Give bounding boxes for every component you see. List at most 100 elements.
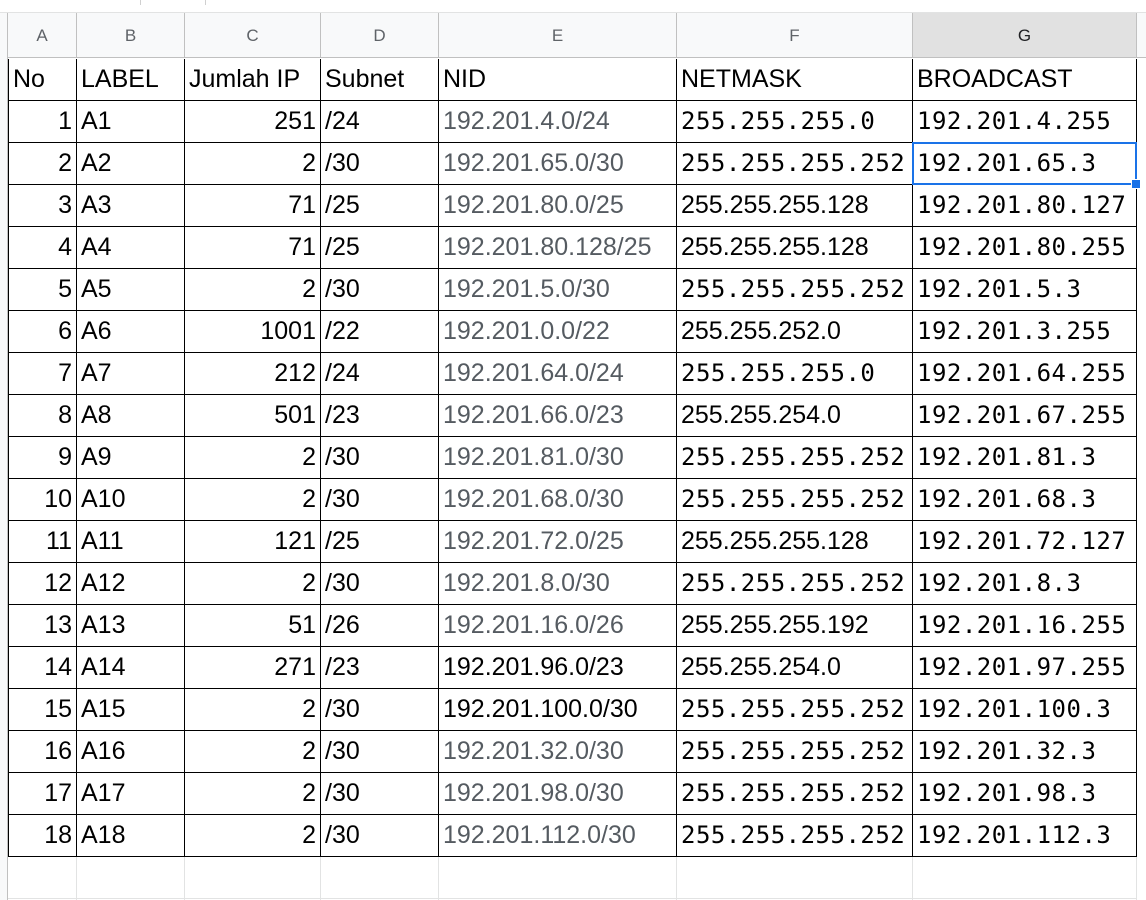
table-cell-label[interactable]: A16: [77, 731, 185, 773]
table-cell-nid[interactable]: 192.201.4.0/24: [439, 101, 677, 143]
table-cell-label[interactable]: A14: [77, 647, 185, 689]
empty-cell[interactable]: [185, 857, 321, 899]
table-cell-netmask[interactable]: 255.255.255.252: [677, 731, 913, 773]
table-cell-subnet[interactable]: /24: [321, 101, 439, 143]
table-cell-jumlah[interactable]: 121: [185, 521, 321, 563]
empty-cell[interactable]: [439, 857, 677, 899]
column-header-f[interactable]: F: [677, 13, 913, 58]
table-cell-jumlah[interactable]: 2: [185, 479, 321, 521]
table-cell-label[interactable]: A4: [77, 227, 185, 269]
table-cell-netmask[interactable]: 255.255.255.252: [677, 815, 913, 857]
table-cell-broadcast[interactable]: 192.201.64.255: [913, 353, 1137, 395]
header-cell-netmask[interactable]: NETMASK: [677, 59, 913, 101]
table-cell-nid[interactable]: 192.201.80.128/25: [439, 227, 677, 269]
column-header-e[interactable]: E: [439, 13, 677, 58]
table-cell-jumlah[interactable]: 71: [185, 185, 321, 227]
table-cell-netmask[interactable]: 255.255.255.128: [677, 521, 913, 563]
fill-handle[interactable]: [1131, 179, 1141, 189]
table-cell-no[interactable]: 5: [8, 269, 77, 311]
table-cell-label[interactable]: A13: [77, 605, 185, 647]
table-cell-jumlah[interactable]: 2: [185, 731, 321, 773]
empty-cell[interactable]: [913, 857, 1137, 899]
table-cell-label[interactable]: A11: [77, 521, 185, 563]
table-cell-jumlah[interactable]: 2: [185, 269, 321, 311]
table-cell-no[interactable]: 15: [8, 689, 77, 731]
table-cell-netmask[interactable]: 255.255.254.0: [677, 395, 913, 437]
table-cell-nid[interactable]: 192.201.100.0/30: [439, 689, 677, 731]
table-cell-jumlah[interactable]: 51: [185, 605, 321, 647]
table-cell-subnet[interactable]: /25: [321, 227, 439, 269]
table-cell-subnet[interactable]: /30: [321, 269, 439, 311]
table-cell-netmask[interactable]: 255.255.255.252: [677, 563, 913, 605]
header-cell-subnet[interactable]: Subnet: [321, 59, 439, 101]
table-cell-nid[interactable]: 192.201.112.0/30: [439, 815, 677, 857]
table-cell-netmask[interactable]: 255.255.255.128: [677, 185, 913, 227]
table-cell-broadcast[interactable]: 192.201.4.255: [913, 101, 1137, 143]
table-cell-jumlah[interactable]: 71: [185, 227, 321, 269]
table-cell-jumlah[interactable]: 2: [185, 437, 321, 479]
table-cell-nid[interactable]: 192.201.0.0/22: [439, 311, 677, 353]
table-cell-no[interactable]: 11: [8, 521, 77, 563]
table-cell-jumlah[interactable]: 2: [185, 815, 321, 857]
table-cell-nid[interactable]: 192.201.66.0/23: [439, 395, 677, 437]
table-cell-broadcast[interactable]: 192.201.98.3: [913, 773, 1137, 815]
table-cell-nid[interactable]: 192.201.32.0/30: [439, 731, 677, 773]
table-cell-label[interactable]: A15: [77, 689, 185, 731]
header-cell-broadcast[interactable]: BROADCAST: [913, 59, 1137, 101]
table-cell-label[interactable]: A7: [77, 353, 185, 395]
table-cell-broadcast[interactable]: 192.201.67.255: [913, 395, 1137, 437]
table-cell-label[interactable]: A2: [77, 143, 185, 185]
table-cell-no[interactable]: 12: [8, 563, 77, 605]
table-cell-nid[interactable]: 192.201.98.0/30: [439, 773, 677, 815]
table-cell-nid[interactable]: 192.201.68.0/30: [439, 479, 677, 521]
table-cell-broadcast[interactable]: 192.201.3.255: [913, 311, 1137, 353]
column-header-a[interactable]: A: [8, 13, 77, 58]
table-cell-jumlah[interactable]: 271: [185, 647, 321, 689]
empty-cell[interactable]: [77, 857, 185, 899]
table-cell-jumlah[interactable]: 251: [185, 101, 321, 143]
table-cell-netmask[interactable]: 255.255.255.0: [677, 101, 913, 143]
table-cell-subnet[interactable]: /30: [321, 563, 439, 605]
table-cell-broadcast[interactable]: 192.201.68.3: [913, 479, 1137, 521]
table-cell-broadcast[interactable]: 192.201.97.255: [913, 647, 1137, 689]
empty-cell[interactable]: [8, 857, 77, 899]
table-cell-label[interactable]: A17: [77, 773, 185, 815]
table-cell-broadcast[interactable]: 192.201.32.3: [913, 731, 1137, 773]
column-header-c[interactable]: C: [185, 13, 321, 58]
column-header-b[interactable]: B: [77, 13, 185, 58]
table-cell-no[interactable]: 13: [8, 605, 77, 647]
empty-cell[interactable]: [321, 857, 439, 899]
table-cell-broadcast[interactable]: 192.201.8.3: [913, 563, 1137, 605]
table-cell-nid[interactable]: 192.201.8.0/30: [439, 563, 677, 605]
table-cell-subnet[interactable]: /30: [321, 689, 439, 731]
table-cell-no[interactable]: 3: [8, 185, 77, 227]
table-cell-no[interactable]: 2: [8, 143, 77, 185]
table-cell-no[interactable]: 4: [8, 227, 77, 269]
table-cell-jumlah[interactable]: 2: [185, 143, 321, 185]
table-cell-broadcast[interactable]: 192.201.112.3: [913, 815, 1137, 857]
empty-cell[interactable]: [677, 857, 913, 899]
table-cell-netmask[interactable]: 255.255.255.252: [677, 143, 913, 185]
table-cell-jumlah[interactable]: 2: [185, 689, 321, 731]
table-cell-label[interactable]: A10: [77, 479, 185, 521]
table-cell-subnet[interactable]: /23: [321, 395, 439, 437]
table-cell-label[interactable]: A1: [77, 101, 185, 143]
table-cell-subnet[interactable]: /24: [321, 353, 439, 395]
table-cell-label[interactable]: A18: [77, 815, 185, 857]
table-cell-label[interactable]: A5: [77, 269, 185, 311]
table-cell-nid[interactable]: 192.201.16.0/26: [439, 605, 677, 647]
table-cell-no[interactable]: 10: [8, 479, 77, 521]
table-cell-netmask[interactable]: 255.255.255.252: [677, 437, 913, 479]
table-cell-netmask[interactable]: 255.255.255.0: [677, 353, 913, 395]
table-cell-broadcast[interactable]: 192.201.100.3: [913, 689, 1137, 731]
table-cell-netmask[interactable]: 255.255.255.252: [677, 479, 913, 521]
table-cell-broadcast[interactable]: 192.201.80.255: [913, 227, 1137, 269]
table-cell-jumlah[interactable]: 2: [185, 773, 321, 815]
table-cell-subnet[interactable]: /30: [321, 479, 439, 521]
table-cell-subnet[interactable]: /30: [321, 143, 439, 185]
table-cell-jumlah[interactable]: 1001: [185, 311, 321, 353]
table-cell-netmask[interactable]: 255.255.254.0: [677, 647, 913, 689]
table-cell-nid[interactable]: 192.201.96.0/23: [439, 647, 677, 689]
table-cell-broadcast[interactable]: 192.201.81.3: [913, 437, 1137, 479]
table-cell-subnet[interactable]: /30: [321, 437, 439, 479]
